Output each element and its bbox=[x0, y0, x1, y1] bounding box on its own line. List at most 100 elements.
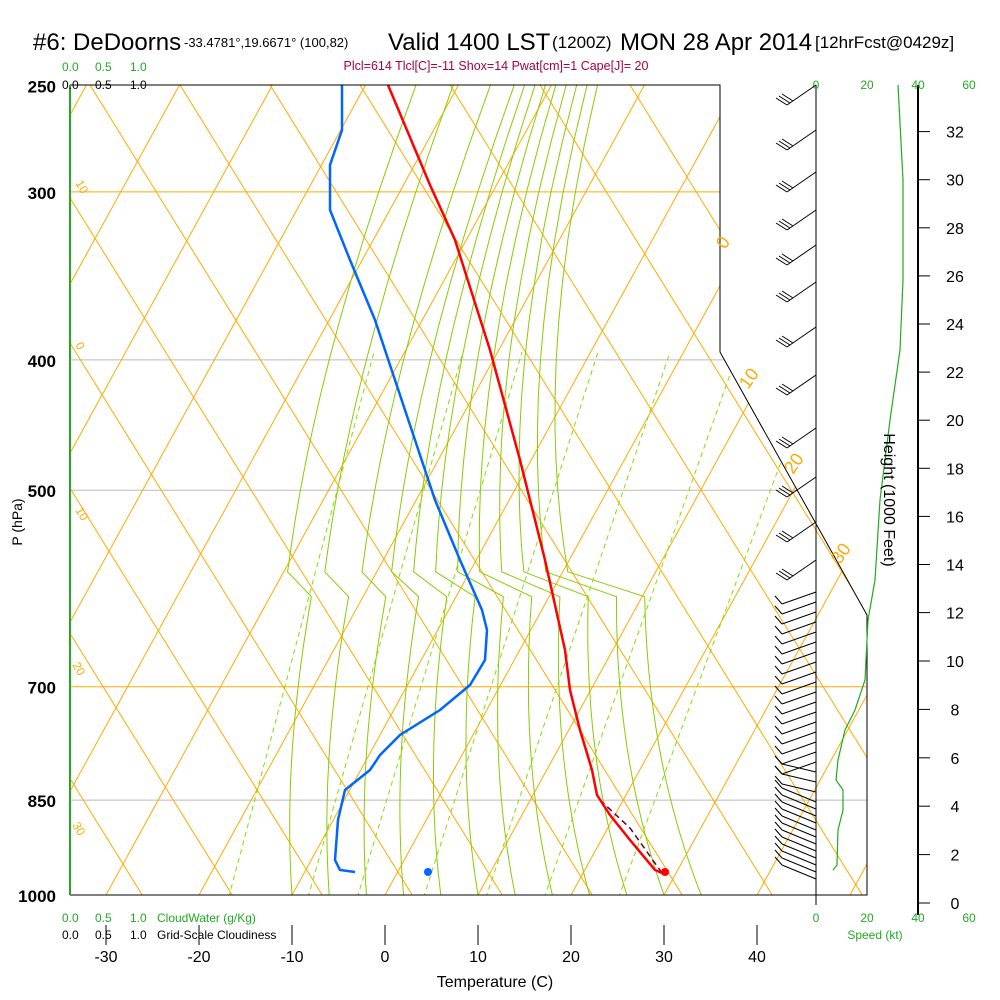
height-tick-label: 12 bbox=[946, 606, 964, 623]
plot-frame bbox=[70, 84, 868, 896]
dry-adiabat bbox=[539, 85, 867, 895]
barb-flag bbox=[774, 635, 783, 645]
isotherm bbox=[943, 85, 1000, 895]
barb-flag bbox=[775, 294, 788, 303]
wind-barb bbox=[774, 821, 817, 845]
parcel-path bbox=[599, 799, 663, 874]
barb-staff bbox=[786, 84, 817, 106]
pressure-tick-label: 850 bbox=[28, 792, 56, 811]
isotherm bbox=[105, 85, 552, 895]
barb-staff bbox=[781, 631, 817, 645]
speed-tick-label: 20 bbox=[860, 78, 874, 92]
barb-staff bbox=[786, 521, 817, 543]
barb-flag bbox=[778, 385, 791, 394]
barb-staff bbox=[781, 661, 817, 675]
wind-barb bbox=[774, 775, 817, 793]
barb-flag bbox=[774, 786, 783, 796]
wind-barb bbox=[775, 326, 817, 348]
barb-staff bbox=[781, 836, 817, 852]
wind-barb bbox=[774, 731, 817, 745]
y-axis-title: P (hPa) bbox=[9, 498, 25, 545]
height-tick-label: 0 bbox=[951, 896, 960, 913]
barb-flag bbox=[781, 218, 794, 227]
barb-flag bbox=[775, 534, 788, 543]
wind-barb bbox=[774, 755, 817, 773]
isotherm-label: 10 bbox=[735, 364, 763, 392]
dry-adiabat bbox=[70, 85, 233, 895]
cloudiness-tick: 0.5 bbox=[95, 78, 112, 92]
wind-barb bbox=[774, 842, 817, 866]
moist-adiabat bbox=[537, 85, 676, 895]
barb-flag bbox=[774, 849, 783, 859]
speed-tick-label: 60 bbox=[962, 78, 976, 92]
mixing-ratio-label: 2 bbox=[303, 900, 319, 913]
isotherm bbox=[756, 85, 867, 895]
barb-flag bbox=[774, 814, 783, 824]
barb-staff bbox=[781, 691, 817, 705]
barb-staff bbox=[786, 129, 817, 151]
stability-indices: Plcl=614 Tlcl[C]=-11 Shox=14 Pwat[cm]=1 … bbox=[344, 59, 649, 73]
adiabat-label: 30 bbox=[69, 820, 88, 839]
wind-barb bbox=[774, 786, 817, 810]
barb-flag bbox=[774, 665, 783, 675]
wind-barb bbox=[775, 476, 817, 498]
wind-barb bbox=[774, 671, 817, 685]
wind-barb bbox=[774, 807, 817, 831]
adiabat-label: 10 bbox=[72, 178, 91, 197]
barb-staff bbox=[781, 822, 817, 838]
barb-staff bbox=[781, 815, 817, 831]
barb-flag bbox=[774, 725, 783, 735]
height-tick-label: 4 bbox=[951, 799, 960, 816]
barb-flag bbox=[775, 387, 788, 396]
barb-staff bbox=[786, 209, 817, 231]
wind-barb bbox=[774, 691, 817, 705]
temperature-tick-label: -10 bbox=[280, 949, 303, 966]
moist-adiabat bbox=[554, 85, 714, 895]
adiabat-label: 10 bbox=[72, 505, 91, 524]
barb-staff bbox=[781, 787, 817, 803]
station-coords: -33.4781°,19.6671° (100,82) bbox=[184, 35, 348, 50]
barb-flag bbox=[778, 438, 791, 447]
barb-flag bbox=[774, 828, 783, 838]
barb-flag bbox=[774, 807, 783, 817]
pressure-tick-label: 700 bbox=[28, 679, 56, 698]
isotherm bbox=[70, 85, 273, 895]
wind-barb bbox=[774, 621, 817, 635]
barb-staff bbox=[781, 857, 817, 873]
barb-staff bbox=[781, 681, 817, 695]
barb-staff bbox=[786, 171, 817, 193]
height-tick-label: 8 bbox=[951, 702, 960, 719]
pressure-tick-label: 400 bbox=[28, 352, 56, 371]
wind-barb bbox=[774, 681, 817, 695]
wind-barb bbox=[775, 171, 817, 193]
height-tick-label: 32 bbox=[946, 125, 964, 142]
station-title: #6: DeDoorns bbox=[33, 29, 181, 56]
wind-barb bbox=[775, 129, 817, 151]
wind-barb bbox=[775, 427, 817, 449]
height-tick-label: 2 bbox=[951, 848, 960, 865]
barb-staff bbox=[786, 326, 817, 348]
barb-staff bbox=[781, 783, 817, 793]
moist-adiabat bbox=[518, 85, 637, 895]
barb-flag bbox=[778, 487, 791, 496]
moist-adiabat bbox=[499, 85, 599, 895]
wind-barb bbox=[774, 814, 817, 838]
barb-flag bbox=[781, 485, 794, 494]
dry-adiabat bbox=[70, 85, 503, 895]
barb-staff bbox=[786, 374, 817, 396]
wind-barb bbox=[774, 611, 817, 625]
barb-flag bbox=[774, 695, 783, 705]
barb-flag bbox=[778, 140, 791, 149]
height-tick-label: 20 bbox=[946, 413, 964, 430]
pressure-tick-label: 1000 bbox=[18, 887, 56, 906]
barb-staff bbox=[786, 427, 817, 449]
dry-adiabat bbox=[89, 85, 593, 895]
wind-barb bbox=[775, 244, 817, 266]
cloud-tick: 1.0 bbox=[130, 911, 147, 925]
barb-staff bbox=[781, 794, 817, 810]
speed-tick-label: 40 bbox=[911, 911, 925, 925]
barb-flag bbox=[774, 775, 783, 785]
wind-barb bbox=[775, 84, 817, 106]
height-tick-label: 6 bbox=[951, 751, 960, 768]
